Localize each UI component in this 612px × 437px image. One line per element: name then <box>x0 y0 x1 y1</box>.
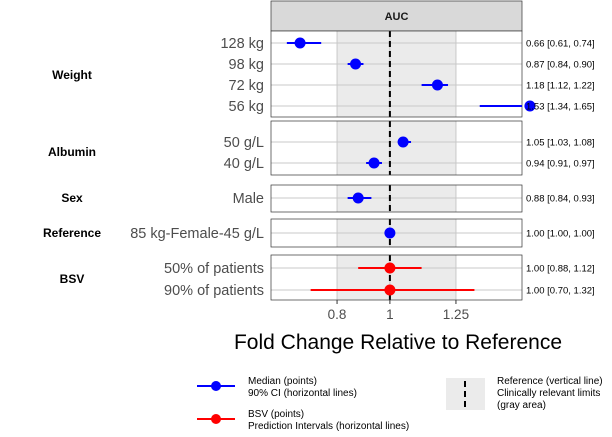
panels: AUC <box>270 0 523 301</box>
row-label: 72 kg <box>229 78 264 94</box>
legend: Median (points) 90% CI (horizontal lines… <box>197 376 603 432</box>
panel-border <box>270 120 523 176</box>
data-point <box>384 262 396 274</box>
value-label: 1.00 [1.00, 1.00] <box>526 229 595 240</box>
group-label: Albumin <box>48 145 96 159</box>
group-label: BSV <box>60 272 85 286</box>
value-label: 1.00 [0.88, 1.12] <box>526 264 595 275</box>
row-label: 50 g/L <box>224 135 264 151</box>
value-label: 0.66 [0.61, 0.74] <box>526 39 595 50</box>
row-label: 40 g/L <box>224 156 264 172</box>
value-label: 1.53 [1.34, 1.65] <box>526 102 595 113</box>
data-point <box>384 227 396 239</box>
legend-median-label-1: Median (points) <box>248 376 317 387</box>
legend-median-label-2: 90% CI (horizontal lines) <box>248 388 357 399</box>
legend-ref-label-1: Reference (vertical line) <box>497 376 603 387</box>
data-point <box>294 37 306 49</box>
data-marks <box>286 37 536 296</box>
x-tick-label: 1.25 <box>443 307 469 322</box>
panel-title: AUC <box>385 11 409 23</box>
panel-border <box>270 218 523 248</box>
panel-border <box>270 30 523 118</box>
value-label: 0.88 [0.84, 0.93] <box>526 194 595 205</box>
data-point <box>384 284 396 296</box>
group-label: Sex <box>61 191 83 205</box>
data-point <box>397 136 409 148</box>
data-point <box>431 79 443 91</box>
panel-border <box>270 184 523 213</box>
group-label: Weight <box>52 68 92 82</box>
row-label: 50% of patients <box>164 261 264 277</box>
value-label: 1.18 [1.12, 1.22] <box>526 81 595 92</box>
value-label: 0.94 [0.91, 0.97] <box>526 159 595 170</box>
x-tick-label: 0.8 <box>328 307 347 322</box>
panel-strip <box>270 0 523 32</box>
data-point <box>352 192 364 204</box>
panel-border <box>270 254 523 301</box>
row-label: 85 kg-Female-45 g/L <box>130 226 264 242</box>
row-label: 90% of patients <box>164 283 264 299</box>
relevant-limits-area <box>337 255 456 300</box>
legend-bsv-label-2: Prediction Intervals (horizontal lines) <box>248 421 409 432</box>
legend-median-point <box>211 381 221 391</box>
row-label: 128 kg <box>220 36 264 52</box>
row-label: 56 kg <box>229 99 264 115</box>
legend-bsv-label-1: BSV (points) <box>248 409 304 420</box>
legend-bsv-point <box>211 414 221 424</box>
x-axis: Fold Change Relative to Reference 0.8 1 1.… <box>234 300 562 354</box>
row-label: Male <box>233 191 264 207</box>
value-label: 0.87 [0.84, 0.90] <box>526 60 595 71</box>
data-point <box>350 58 362 70</box>
data-point <box>524 100 536 112</box>
x-axis-label: Fold Change Relative to Reference <box>234 331 562 354</box>
row-label: 98 kg <box>229 57 264 73</box>
value-label: 1.05 [1.03, 1.08] <box>526 138 595 149</box>
x-tick-label: 1 <box>386 307 394 322</box>
relevant-limits-area <box>337 31 456 117</box>
legend-ref-label-2: Clinically relevant limits <box>497 388 600 399</box>
row-labels: Weight 128 kg 0.66 [0.61, 0.74] 98 kg 0.87 [… <box>43 36 595 299</box>
relevant-limits-area <box>337 121 456 175</box>
data-point <box>368 157 380 169</box>
legend-ref-label-3: (gray area) <box>497 400 546 411</box>
value-label: 1.00 [0.70, 1.32] <box>526 286 595 297</box>
group-label: Reference <box>43 226 101 240</box>
